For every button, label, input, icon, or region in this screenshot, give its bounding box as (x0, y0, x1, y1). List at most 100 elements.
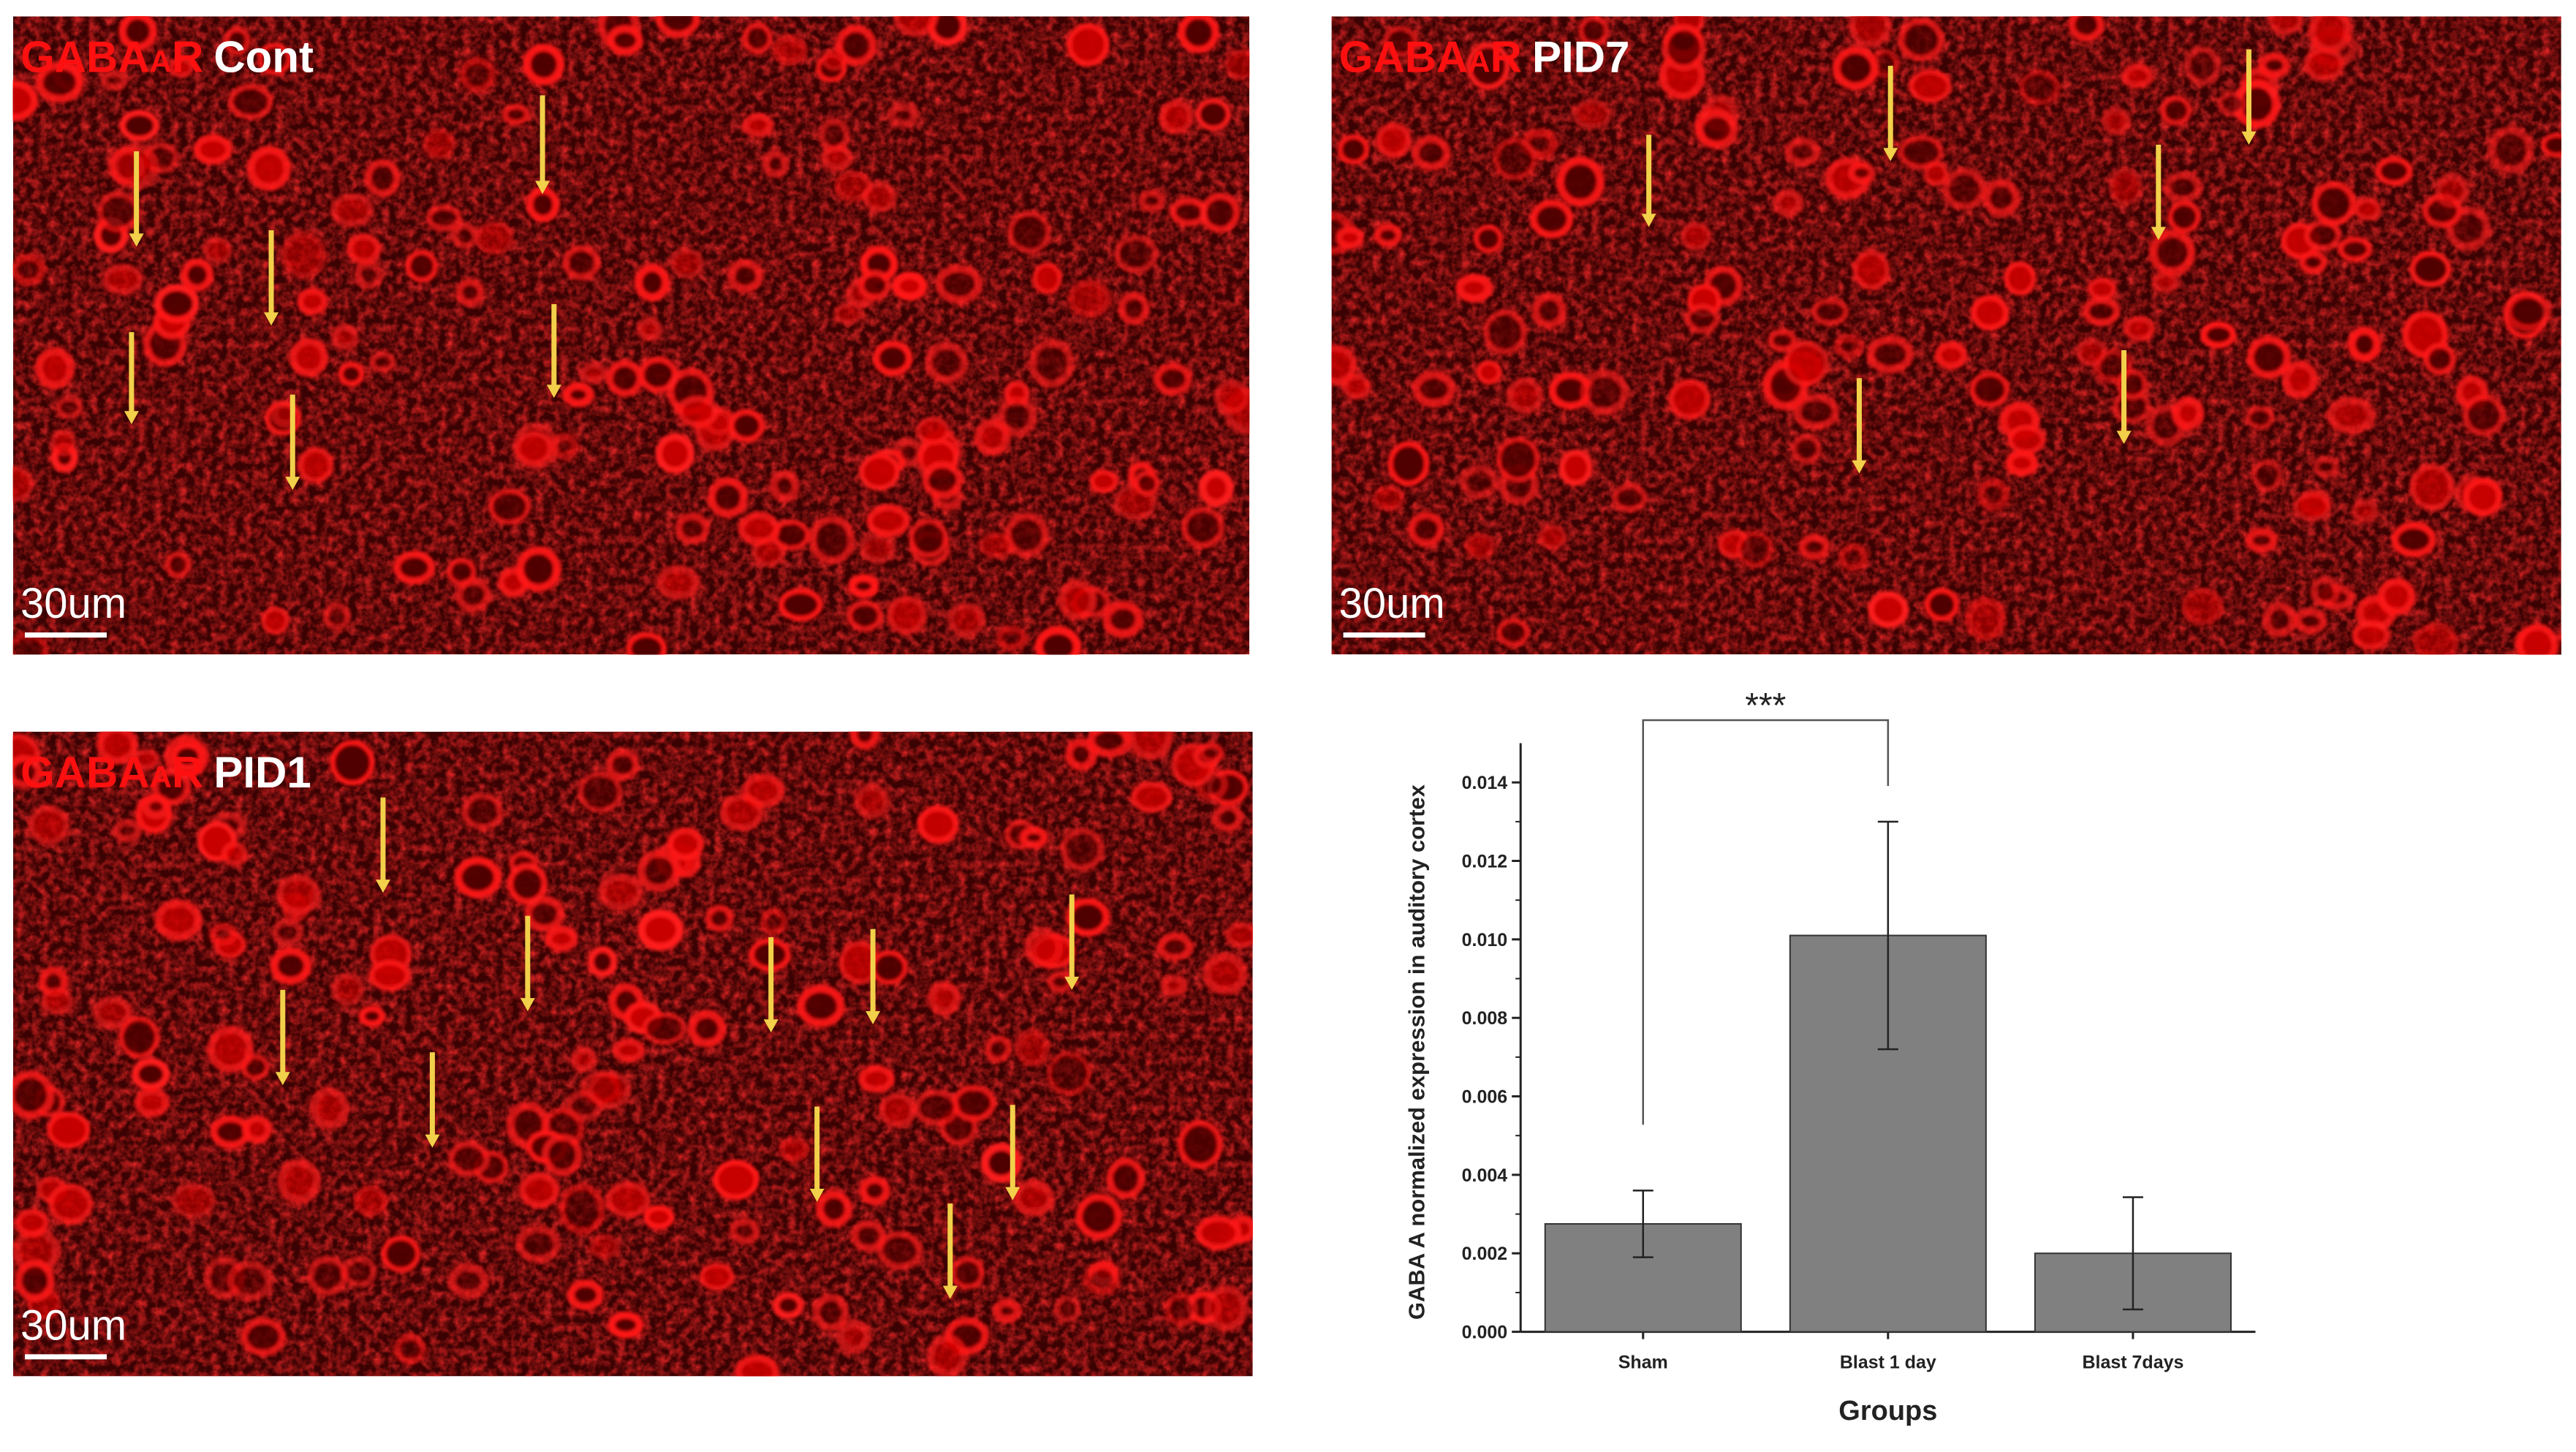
cell (607, 25, 643, 56)
cell (270, 947, 312, 985)
cell (738, 511, 781, 546)
cell (2377, 578, 2416, 616)
scale-bar (24, 1354, 107, 1360)
significance: *** (1745, 687, 1786, 725)
cell (227, 1260, 273, 1302)
cell (100, 69, 129, 91)
cell (996, 625, 1028, 651)
cell (119, 110, 159, 142)
micrograph-content (12, 731, 1253, 1377)
cell (1455, 273, 1493, 303)
marker-end: R (1490, 32, 1522, 81)
cell (1064, 738, 1097, 771)
cell (1476, 360, 1502, 385)
cell (1458, 464, 1500, 499)
arrow-head (1852, 460, 1867, 474)
cell (461, 793, 504, 831)
condition: PID1 (213, 748, 311, 797)
cell (1924, 588, 1960, 622)
cell (771, 34, 808, 66)
cell (1087, 731, 1132, 758)
cell (993, 1298, 1022, 1323)
cell (154, 284, 200, 324)
cell (474, 221, 514, 255)
cell (171, 742, 204, 770)
error-bar (1632, 1190, 1653, 1258)
cell (865, 504, 911, 538)
cell (1784, 137, 1821, 167)
cell (833, 302, 864, 325)
y-tick-label: 0.000 (1462, 1323, 1508, 1343)
cell (655, 16, 701, 38)
cell (454, 856, 501, 899)
cell (1792, 393, 1840, 431)
cell (812, 1293, 849, 1332)
cell (393, 1334, 427, 1365)
marker-end: R (172, 748, 203, 797)
cell (276, 874, 321, 915)
cell (626, 632, 667, 655)
cell (523, 43, 565, 86)
cell (346, 233, 382, 265)
cell (1019, 826, 1048, 850)
cell (876, 1230, 923, 1270)
cell (742, 113, 774, 138)
cell (1832, 46, 1879, 91)
arrow-head (1641, 213, 1656, 227)
cells (12, 16, 1250, 655)
cell (2293, 608, 2327, 635)
cell (562, 382, 594, 408)
cell (1558, 449, 1593, 486)
cell (676, 396, 719, 428)
cell (1336, 226, 1365, 249)
cell (1047, 1051, 1091, 1096)
cell (1200, 192, 1240, 233)
cell (974, 418, 1011, 456)
cell (1496, 617, 1530, 647)
cell (524, 895, 565, 932)
cell (1212, 803, 1243, 833)
cell (526, 186, 560, 223)
cell (1412, 370, 1456, 408)
cell (515, 1225, 561, 1263)
cell (607, 1311, 644, 1339)
cell (2311, 181, 2357, 227)
cell (2148, 229, 2196, 276)
cell (850, 1220, 887, 1252)
cell (1164, 1292, 1199, 1327)
cell (330, 192, 374, 227)
cell (887, 102, 920, 129)
cell (2487, 126, 2534, 174)
cell (1066, 898, 1110, 937)
cell (699, 1263, 735, 1291)
arrow-head (124, 411, 139, 425)
cell (93, 996, 134, 1029)
cell (637, 909, 684, 951)
cell (849, 731, 880, 750)
marker: GABA (20, 32, 150, 81)
cell (12, 253, 47, 286)
cell (134, 1087, 170, 1118)
cell (1577, 16, 1610, 47)
cell (934, 264, 983, 304)
cell (323, 602, 351, 631)
cell (276, 1158, 322, 1205)
cell (2108, 167, 2143, 205)
cell (40, 987, 74, 1015)
cell (859, 1176, 891, 1206)
cell (193, 134, 232, 165)
arrow-head (285, 477, 300, 491)
scale-bar-label: 30um (1339, 580, 1445, 627)
cell (50, 428, 77, 456)
cell (858, 1065, 895, 1093)
arrow-head (425, 1134, 440, 1148)
cell (2167, 200, 2201, 234)
arrow-head (375, 880, 390, 893)
cell (2308, 16, 2352, 54)
cell (2310, 575, 2340, 608)
cell (705, 904, 734, 932)
arrow-head (2116, 431, 2132, 445)
cell (1695, 109, 1739, 150)
cell (2246, 336, 2292, 379)
